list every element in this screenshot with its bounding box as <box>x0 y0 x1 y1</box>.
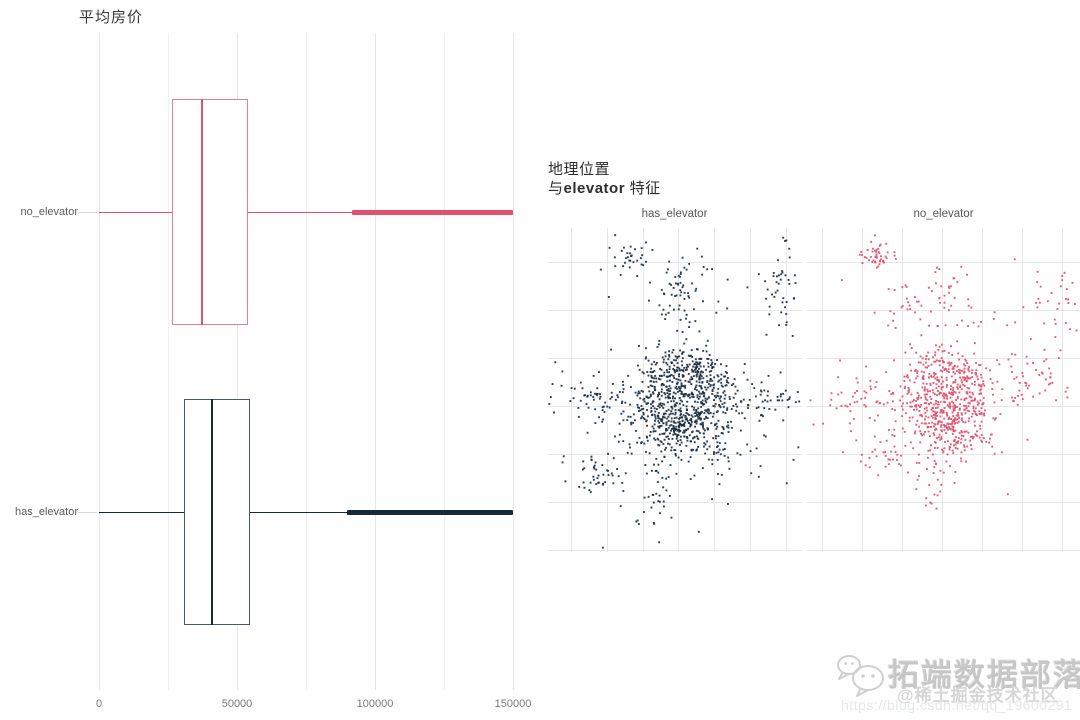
scatter-chart: 地理位置 与elevator 特征 has_elevator no_elevato… <box>540 0 1080 720</box>
boxplot-panel <box>0 33 540 690</box>
gridline <box>547 550 802 551</box>
gridline <box>547 358 802 359</box>
scatter-points <box>809 234 1078 510</box>
boxplot-title: 平均房价 <box>79 9 144 26</box>
y-axis-tick <box>78 212 97 213</box>
gridline <box>1022 228 1023 552</box>
gridline <box>547 502 802 503</box>
gridline <box>862 228 863 552</box>
gridline <box>807 550 1080 551</box>
facet-panel <box>547 228 802 552</box>
median-line <box>200 99 203 325</box>
facet-title: no_elevator <box>913 208 974 220</box>
gridline <box>643 228 644 552</box>
whisker-left <box>99 212 173 213</box>
gridline-minor <box>306 33 307 690</box>
gridline <box>982 228 983 552</box>
x-axis-tick-label: 150000 <box>494 698 532 710</box>
watermark-brand: 拓端数据部落 <box>888 658 1080 693</box>
gridline-minor <box>168 33 169 690</box>
whisker-left <box>99 512 184 513</box>
gridline <box>607 228 608 552</box>
gridline <box>1062 228 1063 552</box>
gridline <box>807 310 1080 311</box>
whisker-right <box>248 212 352 213</box>
gridline <box>902 228 903 552</box>
median-line <box>210 399 213 625</box>
gridline <box>807 406 1080 407</box>
whisker-right <box>249 512 347 513</box>
category-label: has_elevator <box>15 506 78 518</box>
wechat-bubbles-icon <box>837 655 884 697</box>
watermark-community: @稀土掘金技术社区 <box>897 686 1059 705</box>
x-axis-tick-label: 50000 <box>221 698 253 710</box>
gridline <box>807 358 1080 359</box>
facet-panel <box>807 228 1080 552</box>
scatter-title-line1: 地理位置 <box>548 161 611 178</box>
x-axis-tick-label: 100000 <box>356 698 394 710</box>
outlier-band <box>346 510 513 515</box>
box <box>172 99 249 325</box>
gridline <box>547 454 802 455</box>
gridline <box>807 502 1080 503</box>
gridline <box>714 228 715 552</box>
gridline <box>750 228 751 552</box>
facet-title: has_elevator <box>641 208 708 220</box>
gridline-major <box>99 33 100 690</box>
gridline <box>547 262 802 263</box>
scatter-title: 地理位置 与elevator 特征 <box>548 160 661 198</box>
watermark-url: https://blog.csdn.net/qq_19600291 <box>841 697 1073 713</box>
gridline <box>807 454 1080 455</box>
gridline-minor <box>444 33 445 690</box>
scatter-title-line2-bold: elevator <box>563 180 626 197</box>
scatter-points <box>548 234 801 549</box>
gridline <box>571 228 572 552</box>
x-axis-tick-label: 0 <box>95 698 103 710</box>
category-label: no_elevator <box>20 206 79 218</box>
gridline <box>807 262 1080 263</box>
gridline-major <box>513 33 514 690</box>
gridline <box>678 228 679 552</box>
gridline <box>822 228 823 552</box>
scatter-title-line2-prefix: 与 <box>548 180 564 197</box>
y-axis-tick <box>78 512 97 513</box>
boxplot-chart: 平均房价 no_elevator has_elevator 0 50000 10000… <box>0 9 540 710</box>
gridline-major <box>375 33 376 690</box>
outlier-band <box>351 210 513 215</box>
box <box>184 399 250 625</box>
scatter-title-line2-suffix: 特征 <box>625 180 661 197</box>
gridline-major <box>237 33 238 690</box>
